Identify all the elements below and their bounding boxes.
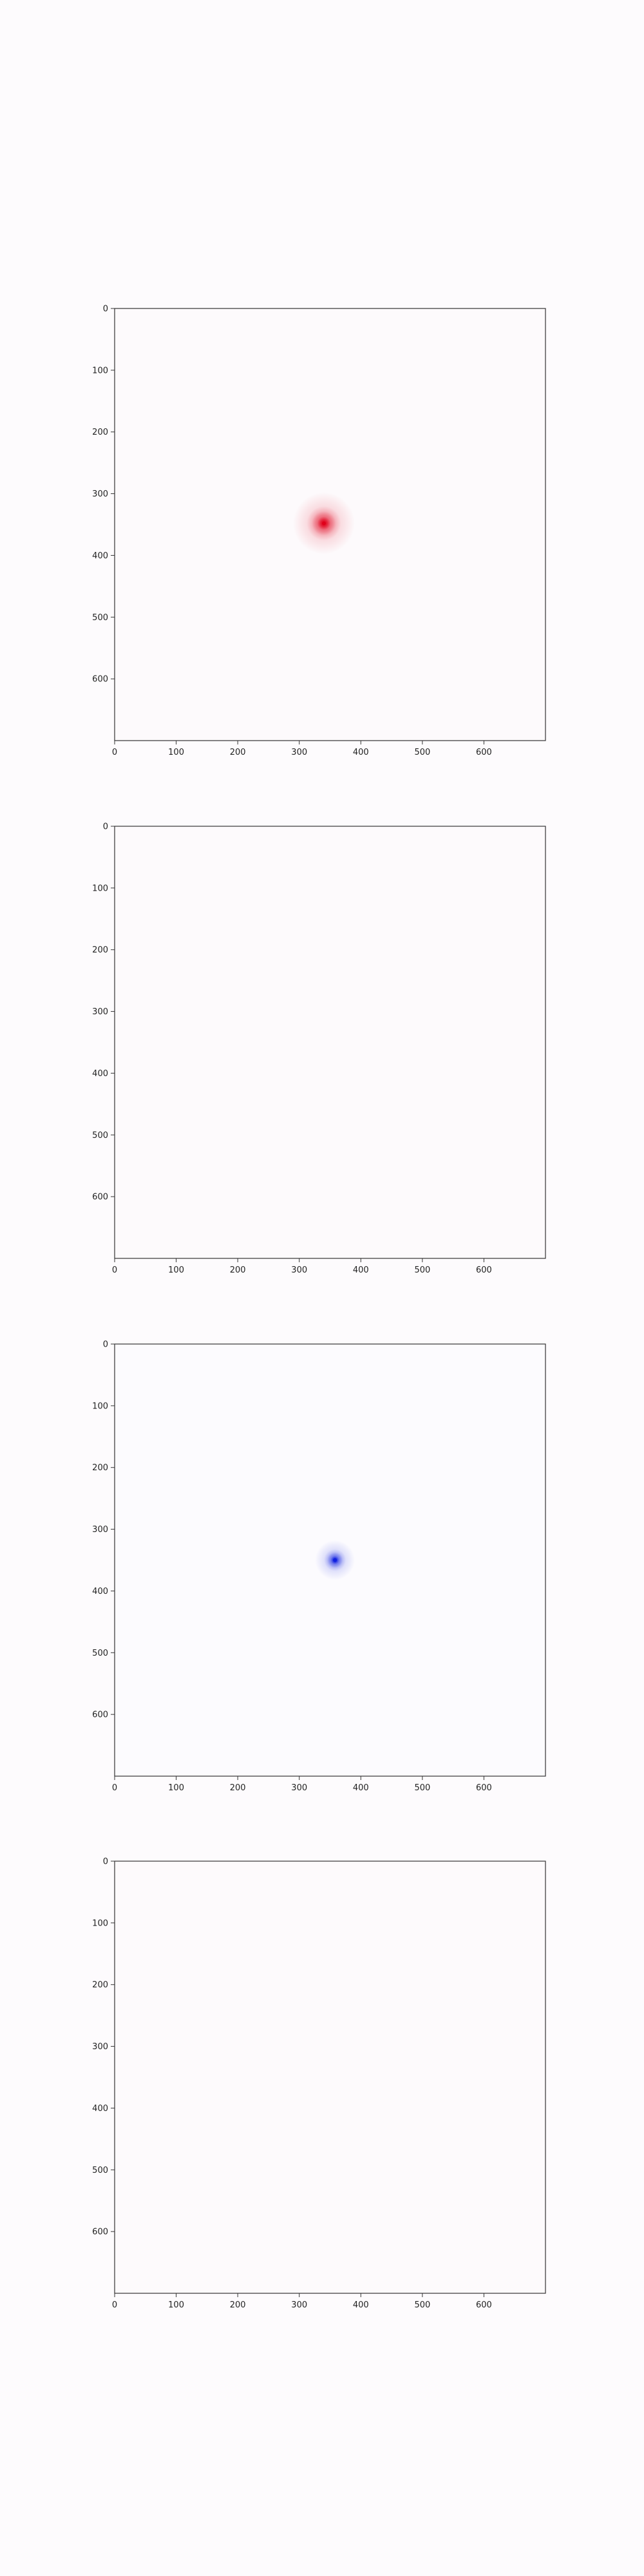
y-tick-label: 600 bbox=[92, 675, 108, 685]
axes-frame bbox=[114, 1861, 546, 2294]
x-tick-label: 0 bbox=[112, 2300, 117, 2310]
y-tick-label: 600 bbox=[92, 2228, 108, 2237]
heatmap-panel-3: 0 100 200 300 400 500 600 0 100 200 300 400 500 600 bbox=[92, 1340, 546, 1793]
heatmap-panel-2: 0 100 200 300 400 500 600 0 100 200 300 400 500 600 bbox=[92, 822, 546, 1275]
y-tick-label: 500 bbox=[92, 1649, 108, 1658]
y-tick-label: 0 bbox=[103, 822, 108, 832]
x-tick-label: 400 bbox=[353, 1265, 369, 1275]
x-tick-label: 600 bbox=[476, 748, 492, 757]
y-tick-label: 400 bbox=[92, 2104, 108, 2114]
x-tick-label: 100 bbox=[168, 748, 184, 757]
y-tick-label: 400 bbox=[92, 551, 108, 561]
x-tick-label: 0 bbox=[112, 1783, 117, 1793]
y-tick-label: 0 bbox=[103, 305, 108, 314]
x-tick-label: 400 bbox=[353, 1783, 369, 1793]
y-tick-label: 600 bbox=[92, 1193, 108, 1202]
x-tick-label: 600 bbox=[476, 1783, 492, 1793]
x-tick-label: 0 bbox=[112, 1265, 117, 1275]
x-tick-label: 600 bbox=[476, 1265, 492, 1275]
y-tick-label: 300 bbox=[92, 2042, 108, 2052]
y-tick-label: 200 bbox=[92, 428, 108, 437]
x-tick-label: 500 bbox=[414, 2300, 430, 2310]
y-tick-label: 500 bbox=[92, 1131, 108, 1141]
x-tick-label: 100 bbox=[168, 1265, 184, 1275]
y-tick-label: 100 bbox=[92, 1918, 108, 1928]
x-tick-label: 200 bbox=[230, 1265, 246, 1275]
y-tick-label: 0 bbox=[103, 1857, 108, 1867]
heatmap-panel-4: 0 100 200 300 400 500 600 0 100 200 300 400 500 600 bbox=[92, 1857, 546, 2310]
hotspot-core bbox=[321, 521, 326, 526]
y-tick-label: 500 bbox=[92, 613, 108, 623]
x-tick-label: 400 bbox=[353, 748, 369, 757]
y-tick-label: 600 bbox=[92, 1710, 108, 1720]
axes-frame bbox=[114, 308, 546, 741]
y-tick-label: 200 bbox=[92, 1463, 108, 1473]
y-tick-label: 300 bbox=[92, 1007, 108, 1017]
axes-frame bbox=[114, 826, 546, 1259]
x-tick-label: 500 bbox=[414, 1265, 430, 1275]
x-tick-label: 300 bbox=[291, 1783, 307, 1793]
x-tick-label: 200 bbox=[230, 748, 246, 757]
x-tick-label: 300 bbox=[291, 1265, 307, 1275]
y-tick-label: 200 bbox=[92, 945, 108, 955]
x-tick-label: 200 bbox=[230, 1783, 246, 1793]
x-tick-label: 100 bbox=[168, 2300, 184, 2310]
x-tick-label: 0 bbox=[112, 748, 117, 757]
x-tick-label: 100 bbox=[168, 1783, 184, 1793]
y-tick-label: 400 bbox=[92, 1069, 108, 1079]
x-tick-label: 500 bbox=[414, 1783, 430, 1793]
y-tick-label: 500 bbox=[92, 2166, 108, 2175]
heatmap-background bbox=[115, 1861, 545, 2293]
heatmap-background bbox=[115, 826, 545, 1258]
x-tick-label: 500 bbox=[414, 748, 430, 757]
y-tick-label: 100 bbox=[92, 1401, 108, 1411]
x-tick-label: 200 bbox=[230, 2300, 246, 2310]
y-tick-label: 300 bbox=[92, 1525, 108, 1535]
x-tick-label: 600 bbox=[476, 2300, 492, 2310]
y-tick-label: 300 bbox=[92, 489, 108, 499]
x-tick-label: 400 bbox=[353, 2300, 369, 2310]
y-tick-label: 0 bbox=[103, 1340, 108, 1350]
x-tick-label: 300 bbox=[291, 748, 307, 757]
y-tick-label: 100 bbox=[92, 884, 108, 893]
axes-frame bbox=[114, 1343, 546, 1777]
y-tick-label: 100 bbox=[92, 366, 108, 375]
x-tick-label: 300 bbox=[291, 2300, 307, 2310]
y-tick-label: 200 bbox=[92, 1980, 108, 1990]
y-tick-label: 400 bbox=[92, 1587, 108, 1596]
hotspot-core bbox=[333, 1558, 337, 1562]
heatmap-panel-1: 0 100 200 300 400 500 600 0 100 200 300 400 500 600 bbox=[92, 305, 546, 757]
